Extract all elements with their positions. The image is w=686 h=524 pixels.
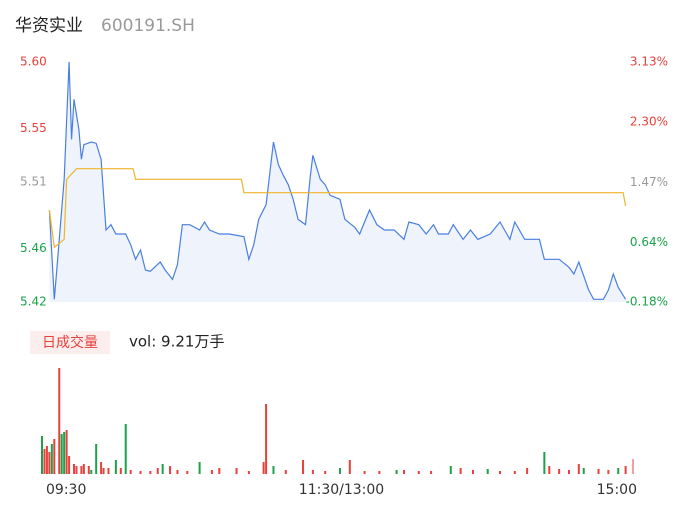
y-tick-label: 5.55 [20, 121, 47, 135]
volume-bar [41, 436, 43, 474]
x-tick-label: 15:00 [597, 482, 637, 498]
volume-bar [311, 470, 314, 474]
y-tick-label: 5.46 [20, 241, 47, 255]
y2-tick-label: 3.13% [630, 55, 668, 69]
volume-bar [363, 471, 366, 474]
volume-total: vol: 9.21万手 [129, 333, 224, 351]
volume-bar [624, 466, 627, 474]
volume-bar [348, 460, 351, 474]
y-tick-label: 5.60 [20, 55, 47, 69]
volume-bar [210, 470, 213, 474]
volume-bar [50, 444, 53, 474]
y2-tick-label: 1.47% [630, 175, 668, 189]
volume-bar [548, 466, 551, 474]
volume-bar [176, 470, 179, 474]
x-tick-label: 11:30/13:00 [299, 482, 384, 498]
volume-bar [95, 444, 98, 474]
volume-bar [302, 460, 305, 474]
volume-bar [284, 470, 287, 474]
volume-bar [486, 469, 489, 474]
volume-bar [45, 446, 48, 474]
volume-bar [449, 466, 452, 474]
volume-bar [75, 466, 78, 474]
volume-bar [272, 466, 275, 474]
y2-tick-label: 2.30% [630, 115, 668, 129]
volume-bar [338, 468, 341, 474]
price-area [49, 62, 626, 302]
volume-bar [218, 468, 221, 474]
price-line [48, 61, 627, 300]
volume-bar [87, 466, 90, 474]
volume-bar [567, 470, 570, 474]
volume-bar [161, 464, 164, 474]
volume-bar [582, 468, 585, 474]
volume-bar [235, 468, 238, 474]
volume-bar [265, 404, 268, 474]
volume-bar [402, 470, 405, 474]
volume-bar [577, 464, 580, 474]
volume-bar [513, 471, 516, 474]
y2-tick-label: -0.18% [626, 295, 668, 309]
volume-bar [149, 471, 152, 474]
volume-bar [60, 434, 63, 474]
volume-badge [30, 331, 110, 354]
stock-code: 600191.SH [101, 16, 195, 36]
volume-bar [68, 456, 71, 474]
volume-bar [417, 471, 420, 474]
volume-bar [558, 469, 561, 474]
volume-bar [58, 368, 61, 474]
volume-bar [543, 452, 546, 474]
average-line [48, 168, 627, 249]
stock-name: 华资实业 [15, 16, 83, 36]
volume-bar [186, 471, 189, 474]
volume-bar [247, 471, 250, 474]
volume-bar [82, 464, 85, 474]
volume-bar [80, 466, 83, 474]
volume-bar [124, 424, 127, 474]
volume-bar [48, 452, 51, 474]
volume-bar [114, 460, 117, 474]
volume-bar [597, 469, 600, 474]
volume-bar [169, 466, 172, 474]
volume-bar [73, 464, 76, 474]
volume-bar [499, 471, 502, 474]
volume-bar [262, 462, 265, 474]
volume-bar [102, 468, 105, 474]
volume-bar [526, 468, 529, 474]
volume-bar [100, 462, 103, 474]
volume-badge-text: 日成交量 [42, 334, 98, 351]
volume-bar [198, 462, 201, 474]
volume-bar [378, 471, 381, 474]
volume-bar [430, 471, 433, 474]
volume-bar [129, 470, 132, 474]
volume-bar [617, 468, 620, 474]
volume-bar [43, 449, 46, 474]
volume-bar [119, 468, 122, 474]
volume-bar [107, 468, 110, 474]
volume-bar [53, 439, 56, 474]
volume-bar [632, 459, 634, 474]
volume-bar [139, 471, 142, 474]
y-tick-label: 5.51 [20, 175, 47, 189]
volume-bar [156, 468, 159, 474]
volume-bar [65, 430, 68, 474]
volume-bar [459, 468, 462, 474]
x-tick-label: 09:30 [46, 482, 86, 498]
y-tick-label: 5.42 [20, 295, 47, 309]
volume-bar [90, 470, 93, 474]
volume-bar [63, 432, 66, 474]
y2-tick-label: 0.64% [630, 235, 668, 249]
volume-bar [607, 470, 610, 474]
volume-bar [395, 470, 398, 474]
volume-bar [324, 471, 327, 474]
volume-bar [471, 470, 474, 474]
